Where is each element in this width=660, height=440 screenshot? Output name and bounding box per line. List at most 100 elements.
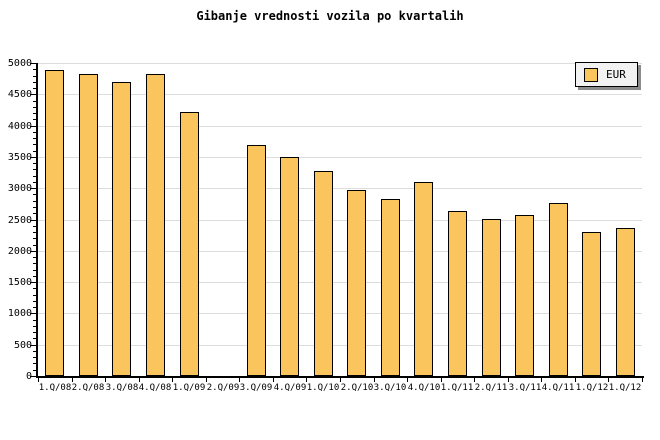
legend-series-swatch xyxy=(584,67,598,82)
y-minor-tick xyxy=(33,207,36,208)
x-axis-category-label: 2.Q/09 xyxy=(206,383,240,393)
y-minor-tick xyxy=(33,238,36,239)
y-minor-tick xyxy=(33,351,36,352)
gridline xyxy=(38,345,642,346)
x-axis-category-label: 4.Q/09 xyxy=(273,383,307,393)
bar xyxy=(616,228,635,376)
gridline xyxy=(38,188,642,189)
y-major-tick xyxy=(30,220,36,221)
y-minor-tick xyxy=(33,326,36,327)
bar xyxy=(180,112,199,376)
gridline xyxy=(38,157,642,158)
bar xyxy=(247,145,266,376)
x-axis-category-label: 2.Q/11 xyxy=(474,383,508,393)
y-minor-tick xyxy=(33,138,36,139)
y-minor-tick xyxy=(33,357,36,358)
y-major-tick xyxy=(30,126,36,127)
bar xyxy=(314,171,333,376)
y-minor-tick xyxy=(33,263,36,264)
y-minor-tick xyxy=(33,107,36,108)
x-tick xyxy=(38,378,39,382)
y-minor-tick xyxy=(33,119,36,120)
gridline xyxy=(38,220,642,221)
y-minor-tick xyxy=(33,245,36,246)
y-minor-tick xyxy=(33,69,36,70)
x-tick xyxy=(340,378,341,382)
gridline xyxy=(38,126,642,127)
y-minor-tick xyxy=(33,76,36,77)
x-tick xyxy=(407,378,408,382)
y-minor-tick xyxy=(33,132,36,133)
y-minor-tick xyxy=(33,307,36,308)
y-major-tick xyxy=(30,157,36,158)
x-tick xyxy=(72,378,73,382)
y-axis-tick-label: 4500 xyxy=(7,89,32,100)
legend-series-label: EUR xyxy=(606,67,626,81)
gridline xyxy=(38,282,642,283)
y-minor-tick xyxy=(33,363,36,364)
bar xyxy=(146,74,165,376)
y-axis-tick-label: 3000 xyxy=(7,183,32,194)
x-tick xyxy=(541,378,542,382)
x-axis-category-label: 3.Q/09 xyxy=(239,383,273,393)
x-tick xyxy=(642,378,643,382)
bar xyxy=(280,157,299,376)
y-axis-line xyxy=(36,63,38,378)
y-minor-tick xyxy=(33,338,36,339)
y-minor-tick xyxy=(33,288,36,289)
y-axis-tick-label: 0 xyxy=(25,371,32,382)
bar xyxy=(549,203,568,376)
x-axis-category-label: 1.Q/08 xyxy=(38,383,72,393)
gridline xyxy=(38,251,642,252)
x-tick xyxy=(206,378,207,382)
chart-title: Gibanje vrednosti vozila po kvartalih xyxy=(196,9,464,23)
bar xyxy=(347,190,366,376)
x-tick xyxy=(139,378,140,382)
y-minor-tick xyxy=(33,213,36,214)
y-minor-tick xyxy=(33,276,36,277)
y-minor-tick xyxy=(33,88,36,89)
y-minor-tick xyxy=(33,370,36,371)
bar xyxy=(515,215,534,376)
y-minor-tick xyxy=(33,151,36,152)
x-axis-category-label: 4.Q/10 xyxy=(407,383,441,393)
y-axis-tick-label: 2000 xyxy=(7,246,32,257)
y-major-tick xyxy=(30,94,36,95)
y-minor-tick xyxy=(33,182,36,183)
bar xyxy=(79,74,98,376)
y-axis-tick-label: 5000 xyxy=(7,58,32,69)
y-minor-tick xyxy=(33,257,36,258)
x-tick xyxy=(306,378,307,382)
y-minor-tick xyxy=(33,295,36,296)
bar xyxy=(45,70,64,376)
x-axis-category-label: 3.Q/11 xyxy=(508,383,542,393)
y-axis-tick-label: 3500 xyxy=(7,152,32,163)
y-minor-tick xyxy=(33,301,36,302)
x-axis-category-label: 3.Q/08 xyxy=(105,383,139,393)
y-major-tick xyxy=(30,63,36,64)
y-minor-tick xyxy=(33,169,36,170)
y-axis-tick-label: 1500 xyxy=(7,277,32,288)
x-axis-category-label: 4.Q/08 xyxy=(138,383,172,393)
x-axis-category-label: 1.Q/09 xyxy=(172,383,206,393)
x-tick xyxy=(273,378,274,382)
x-axis-category-label: 1.Q/12 xyxy=(575,383,609,393)
x-axis-line xyxy=(36,376,644,378)
y-major-tick xyxy=(30,282,36,283)
y-axis-tick-label: 500 xyxy=(13,340,32,351)
bar xyxy=(482,219,501,376)
x-tick xyxy=(374,378,375,382)
bar xyxy=(381,199,400,376)
y-major-tick xyxy=(30,313,36,314)
y-minor-tick xyxy=(33,270,36,271)
y-minor-tick xyxy=(33,332,36,333)
y-axis-tick-label: 1000 xyxy=(7,308,32,319)
y-minor-tick xyxy=(33,201,36,202)
x-axis-category-label: 1.Q/12 xyxy=(608,383,642,393)
x-axis-category-label: 2.Q/08 xyxy=(71,383,105,393)
x-tick xyxy=(441,378,442,382)
